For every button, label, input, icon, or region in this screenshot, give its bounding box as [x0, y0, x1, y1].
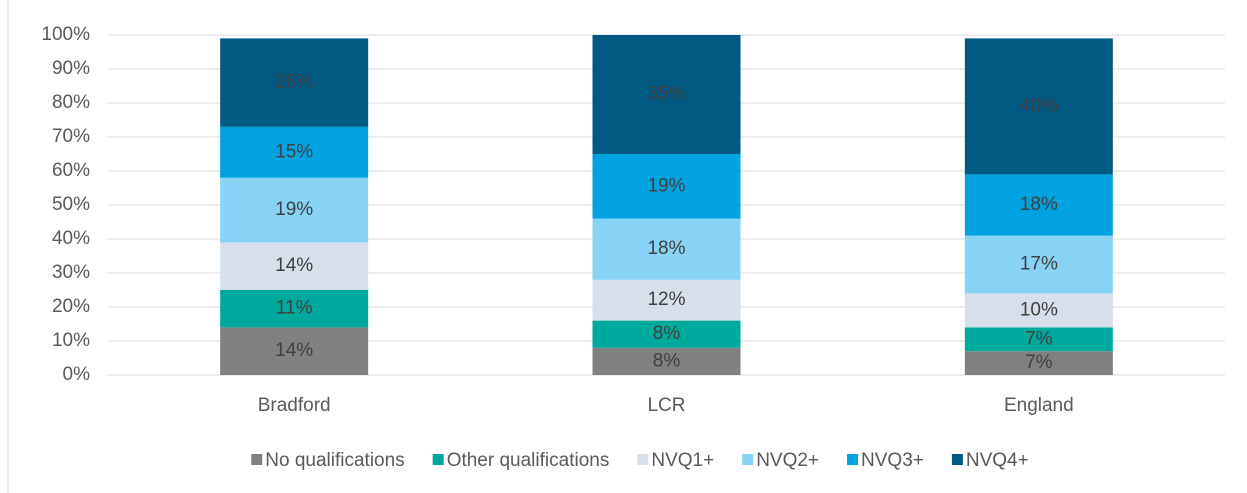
legend-swatch	[432, 454, 444, 465]
y-tick-label: 90%	[52, 58, 90, 79]
x-tick-label: LCR	[647, 395, 685, 416]
legend-label: No qualifications	[265, 450, 404, 471]
bar-segment	[964, 293, 1113, 328]
bar-segment	[220, 38, 369, 127]
legend-swatch	[742, 454, 754, 465]
bar-segment	[592, 347, 741, 375]
x-tick-label: England	[1004, 395, 1074, 416]
bar-segment	[592, 218, 741, 280]
data-label: 18%	[1020, 194, 1058, 215]
bar-segment	[592, 154, 741, 219]
y-tick-label: 60%	[52, 160, 90, 181]
legend-swatch	[251, 454, 263, 465]
data-label: 7%	[1025, 328, 1053, 349]
bar-segment	[592, 35, 741, 154]
bar-segment	[964, 351, 1113, 375]
y-tick-label: 10%	[52, 330, 90, 351]
data-label: 8%	[653, 323, 681, 344]
legend-label: NVQ2+	[756, 450, 819, 471]
data-label: 17%	[1020, 254, 1058, 275]
bar-segment	[964, 38, 1113, 175]
bar-segment	[964, 174, 1113, 236]
data-label: 19%	[647, 175, 685, 196]
bar-segment	[592, 279, 741, 321]
data-label: 19%	[275, 199, 313, 220]
data-label: 8%	[653, 350, 681, 371]
y-tick-label: 20%	[52, 296, 90, 317]
legend-label: NVQ4+	[966, 450, 1029, 471]
legend-swatch	[951, 454, 963, 465]
data-label: 11%	[276, 298, 313, 319]
bar-segment	[220, 327, 369, 375]
legend-label: Other qualifications	[447, 450, 610, 471]
legend-label: NVQ3+	[861, 450, 924, 471]
data-label: 12%	[647, 289, 685, 310]
legend-label: NVQ1+	[651, 450, 714, 471]
data-label: 14%	[275, 255, 313, 276]
y-tick-label: 30%	[52, 262, 90, 283]
y-tick-label: 100%	[41, 24, 90, 45]
y-tick-label: 40%	[52, 228, 90, 249]
legend-swatch	[847, 454, 859, 465]
y-tick-label: 50%	[52, 194, 90, 215]
y-tick-label: 80%	[52, 92, 90, 113]
x-tick-label: Bradford	[258, 395, 331, 416]
legend-swatch	[637, 454, 649, 465]
data-label: 18%	[647, 238, 685, 259]
bar-segment	[964, 327, 1113, 352]
bar-segment	[220, 126, 369, 178]
data-label: 26%	[275, 72, 313, 93]
bar-segment	[220, 177, 369, 243]
bar-segment	[220, 242, 369, 290]
y-tick-label: 70%	[52, 126, 90, 147]
data-label: 10%	[1020, 299, 1058, 320]
data-label: 14%	[275, 340, 313, 361]
data-label: 35%	[647, 84, 685, 105]
bar-segment	[964, 235, 1113, 294]
data-label: 15%	[275, 141, 313, 162]
data-label: 40%	[1020, 95, 1058, 116]
bar-segment	[592, 320, 741, 348]
bar-segment	[220, 290, 369, 328]
data-label: 7%	[1025, 352, 1053, 373]
y-tick-label: 0%	[63, 364, 91, 385]
